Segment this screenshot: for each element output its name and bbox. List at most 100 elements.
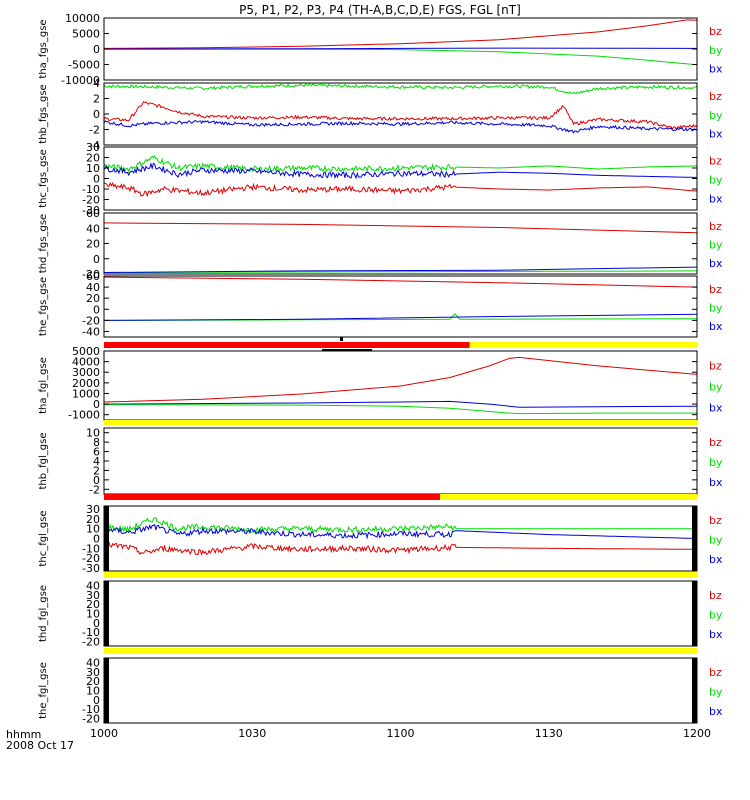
y-tick-label: 30 [86, 589, 100, 602]
panel-tha_fgs_gse: 10000 5000 0 -5000 -10000 tha_fgs_gse bz by bx [38, 12, 723, 87]
y-axis-label: thd_fgs_gse [38, 214, 49, 273]
x-tick-label: 1130 [535, 727, 563, 740]
y-tick-label: 20 [86, 598, 100, 611]
series-line-bx [104, 161, 697, 180]
y-tick-label: -20 [82, 268, 100, 281]
legend-by: by [709, 173, 723, 186]
y-tick-label: -5000 [68, 59, 100, 72]
legend-bz: bz [709, 589, 722, 602]
legend-by: by [709, 44, 723, 57]
bar-marker [340, 337, 343, 341]
legend-bx: bx [709, 705, 723, 718]
bar-segment-red [104, 494, 441, 500]
availability-bars-group [104, 337, 697, 654]
y-tick-label: 0 [93, 617, 100, 630]
time-unit-label: hhmm [6, 728, 41, 741]
series-line-bz [104, 222, 697, 234]
y-tick-label: 1000 [72, 387, 100, 400]
y-tick-label: -20 [82, 314, 100, 327]
y-tick-label: 60 [86, 207, 100, 220]
y-tick-label: 40 [86, 281, 100, 294]
y-tick-label: 20 [86, 292, 100, 305]
x-tick-label: 1100 [387, 727, 415, 740]
panel-edge-marker [104, 506, 109, 571]
y-tick-label: 30 [86, 141, 100, 154]
series-line-bx [104, 47, 697, 50]
y-tick-label: 0 [93, 253, 100, 266]
y-tick-label: 30 [86, 503, 100, 516]
legend-bz: bz [709, 436, 722, 449]
y-tick-label: 40 [86, 657, 100, 670]
legend-bx: bx [709, 401, 723, 414]
bar-segment-red [104, 342, 470, 348]
series-line-bz [104, 356, 697, 403]
plot-title: P5, P1, P2, P3, P4 (TH-A,B,C,D,E) FGS, F… [239, 3, 521, 17]
panel-edge-marker [692, 658, 697, 723]
y-axis-label: thb_fgs_gse [38, 84, 49, 143]
y-tick-label: 0 [93, 303, 100, 316]
legend-by: by [709, 456, 723, 469]
y-tick-label: 5000 [72, 28, 100, 41]
y-tick-label: -20 [82, 635, 100, 648]
y-tick-label: 10 [86, 523, 100, 536]
legend-bz: bz [709, 25, 722, 38]
panel-frame [103, 580, 698, 647]
y-tick-label: 0 [93, 108, 100, 121]
series-line-bz [104, 276, 697, 288]
y-tick-label: 20 [86, 513, 100, 526]
bar-segment-yellow [440, 494, 697, 500]
series-line-by [104, 154, 697, 174]
y-tick-label: 8 [93, 436, 100, 449]
y-tick-label: 10 [86, 608, 100, 621]
y-tick-label: -20 [82, 194, 100, 207]
series-line-bx [104, 313, 697, 321]
y-axis-label: thb_fgl_gse [38, 433, 49, 490]
legend-bx: bx [709, 257, 723, 270]
y-tick-label: 0 [93, 173, 100, 186]
panel-frame [103, 505, 698, 572]
legend-bx: bx [709, 193, 723, 206]
y-tick-label: 40 [86, 222, 100, 235]
panel-frame [103, 275, 698, 338]
series-line-bx [104, 400, 697, 408]
panel-frame [103, 212, 698, 275]
legend-bz: bz [709, 666, 722, 679]
legend-bx: bx [709, 128, 723, 141]
series-line-bz [104, 540, 697, 557]
legend-by: by [709, 533, 723, 546]
series-line-by [104, 270, 697, 273]
y-axis-label: the_fgl_gse [38, 662, 49, 719]
bar-segment-yellow [104, 648, 697, 654]
panel-edge-marker [692, 506, 697, 571]
date-label: 2008 Oct 17 [6, 739, 74, 752]
legend-bx: bx [709, 553, 723, 566]
panel-frame [103, 657, 698, 724]
legend-by: by [709, 238, 723, 251]
y-axis-label: the_fgs_gse [38, 277, 49, 336]
series-line-bx [104, 119, 697, 134]
legend-bx: bx [709, 63, 723, 76]
y-tick-label: -10000 [61, 74, 100, 87]
series-line-bx [104, 266, 697, 273]
series-line-bx [104, 523, 697, 540]
time-axis: 1000 1030 1100 1130 1200 [90, 506, 711, 740]
legend-bz: bz [709, 360, 722, 373]
legend-bz: bz [709, 154, 722, 167]
y-tick-label: -2 [89, 124, 100, 137]
legend-by: by [709, 301, 723, 314]
bar-segment-yellow [104, 420, 697, 425]
y-tick-label: 0 [93, 694, 100, 707]
panel-edge-marker [692, 581, 697, 646]
y-tick-label: -20 [82, 552, 100, 565]
x-tick-label: 1000 [90, 727, 118, 740]
y-tick-label: 0 [93, 474, 100, 487]
y-tick-label: -10 [82, 183, 100, 196]
series-line-by [104, 48, 697, 66]
bar-marker [322, 349, 372, 351]
legend-bz: bz [709, 90, 722, 103]
